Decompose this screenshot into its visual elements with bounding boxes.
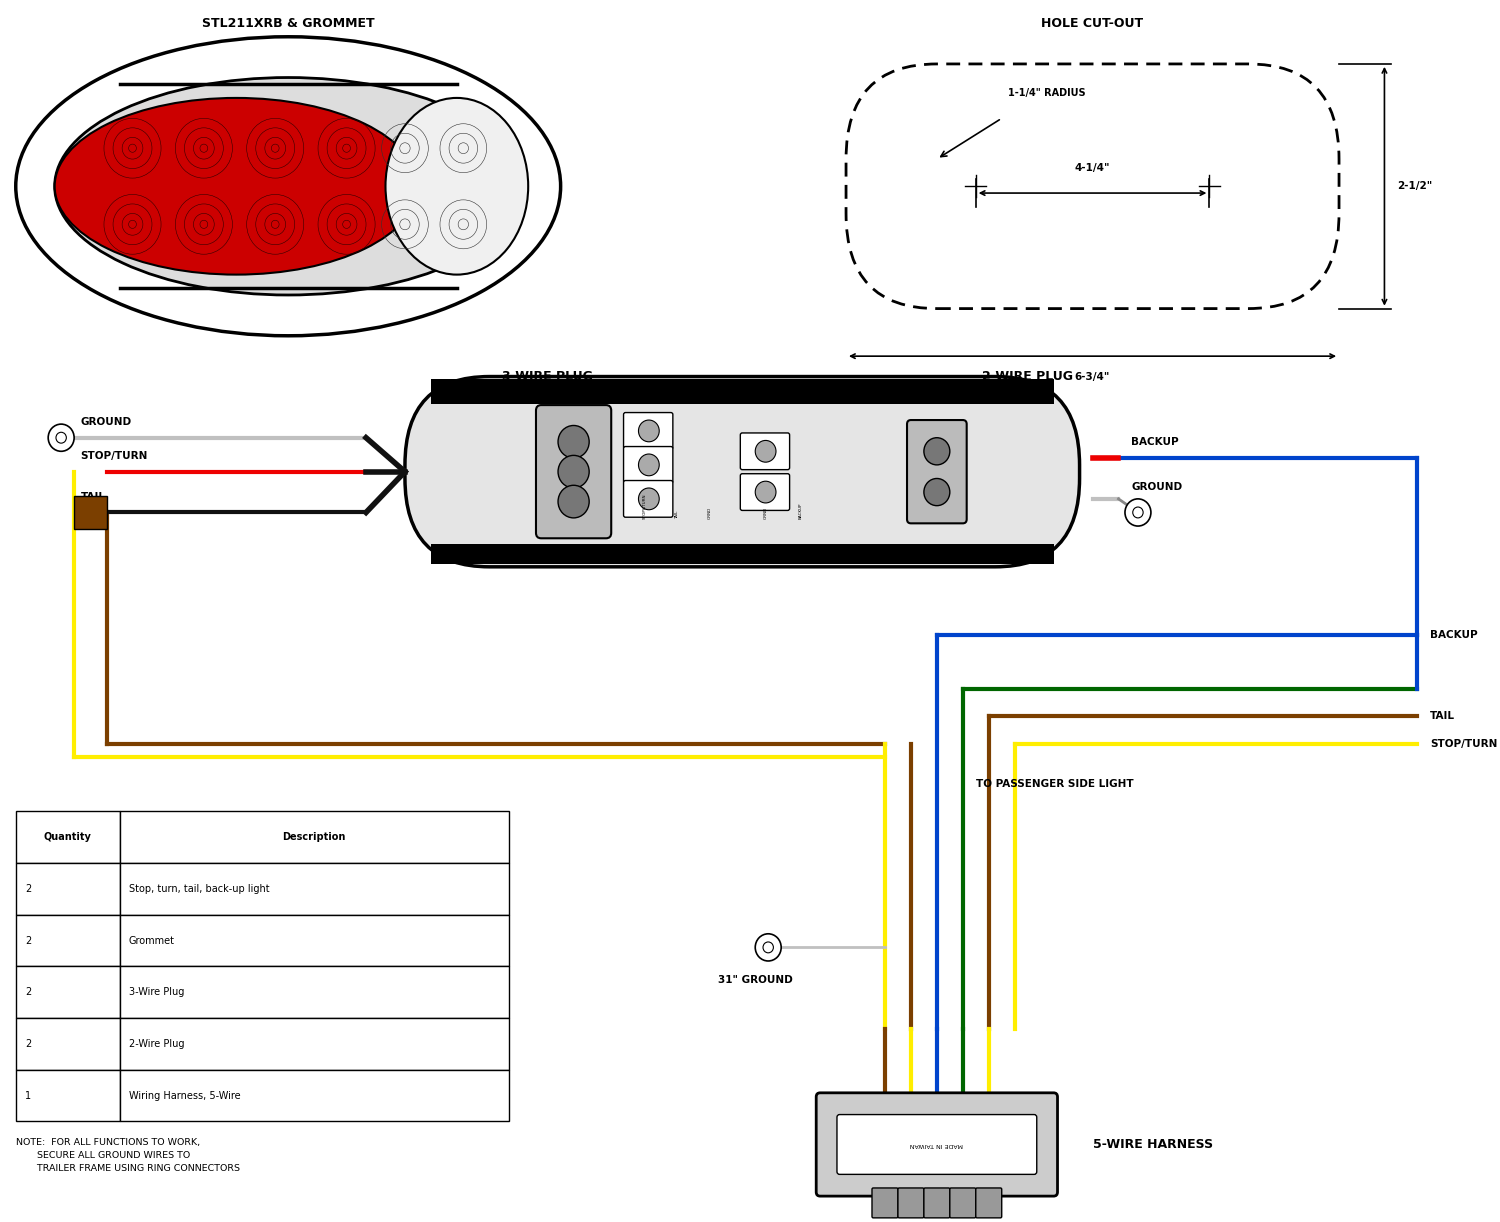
Text: STOP/TURN: STOP/TURN — [1430, 738, 1497, 749]
Circle shape — [1125, 499, 1150, 525]
FancyBboxPatch shape — [405, 376, 1080, 567]
Ellipse shape — [386, 98, 528, 275]
FancyBboxPatch shape — [624, 446, 674, 483]
Circle shape — [639, 420, 658, 442]
FancyBboxPatch shape — [871, 1188, 898, 1218]
FancyBboxPatch shape — [536, 404, 610, 538]
Text: 1: 1 — [26, 1090, 32, 1101]
Bar — [120, 863, 508, 915]
Bar — [74, 496, 106, 529]
Ellipse shape — [54, 77, 522, 295]
Text: BACKUP: BACKUP — [1430, 629, 1478, 640]
FancyBboxPatch shape — [624, 480, 674, 517]
Text: Grommet: Grommet — [129, 936, 174, 946]
Text: 3-Wire Plug: 3-Wire Plug — [129, 987, 184, 997]
Text: TAIL: TAIL — [81, 491, 105, 501]
Text: Wiring Harness, 5-Wire: Wiring Harness, 5-Wire — [129, 1090, 240, 1101]
Text: 2: 2 — [26, 884, 32, 895]
Circle shape — [558, 485, 590, 518]
Circle shape — [639, 455, 658, 475]
Text: GROUND: GROUND — [1131, 481, 1182, 492]
FancyBboxPatch shape — [908, 420, 966, 523]
Circle shape — [558, 425, 590, 458]
Text: 3-WIRE PLUG: 3-WIRE PLUG — [503, 370, 592, 382]
Text: GRND: GRND — [764, 507, 768, 519]
Bar — [16, 967, 120, 1018]
Ellipse shape — [16, 37, 561, 336]
FancyBboxPatch shape — [741, 474, 789, 511]
Text: 2-1/2": 2-1/2" — [1398, 181, 1432, 192]
Text: Stop, turn, tail, back-up light: Stop, turn, tail, back-up light — [129, 884, 268, 895]
Text: NOTE:  FOR ALL FUNCTIONS TO WORK,
       SECURE ALL GROUND WIRES TO
       TRAIL: NOTE: FOR ALL FUNCTIONS TO WORK, SECURE … — [16, 1138, 240, 1173]
Text: 2: 2 — [26, 936, 32, 946]
Text: Description: Description — [282, 832, 346, 842]
Text: 6-3/4": 6-3/4" — [1076, 373, 1110, 382]
Bar — [120, 811, 508, 863]
Circle shape — [924, 479, 950, 506]
Text: 31" GROUND: 31" GROUND — [718, 975, 792, 985]
Bar — [120, 1018, 508, 1069]
Text: BACKUP: BACKUP — [1131, 437, 1179, 447]
Text: HOLE CUT-OUT: HOLE CUT-OUT — [1041, 17, 1143, 29]
Text: TAIL: TAIL — [1430, 711, 1455, 721]
Circle shape — [639, 488, 658, 510]
FancyBboxPatch shape — [741, 433, 789, 469]
Bar — [16, 1018, 120, 1069]
Text: 2: 2 — [26, 987, 32, 997]
FancyBboxPatch shape — [837, 1114, 1036, 1174]
Text: STOP&TURN: STOP&TURN — [644, 494, 646, 519]
Bar — [430, 544, 1053, 565]
Ellipse shape — [54, 98, 419, 275]
Text: STL211XRB & GROMMET: STL211XRB & GROMMET — [202, 17, 375, 29]
Text: 2-Wire Plug: 2-Wire Plug — [129, 1039, 184, 1048]
FancyBboxPatch shape — [950, 1188, 976, 1218]
Bar — [120, 967, 508, 1018]
Bar — [16, 863, 120, 915]
Text: TAIL: TAIL — [675, 511, 680, 519]
Circle shape — [1132, 507, 1143, 518]
Text: GROUND: GROUND — [81, 417, 132, 426]
Text: MADE IN TAIWAN: MADE IN TAIWAN — [910, 1143, 963, 1147]
FancyBboxPatch shape — [976, 1188, 1002, 1218]
Bar — [120, 1069, 508, 1122]
Bar — [430, 379, 1053, 403]
Circle shape — [754, 934, 782, 960]
Circle shape — [56, 433, 66, 444]
Text: 4-1/4": 4-1/4" — [1076, 163, 1110, 172]
Text: 2: 2 — [26, 1039, 32, 1048]
Circle shape — [754, 481, 776, 503]
Text: 1-1/4" RADIUS: 1-1/4" RADIUS — [1008, 88, 1086, 98]
Text: Quantity: Quantity — [44, 832, 92, 842]
Circle shape — [754, 440, 776, 462]
Circle shape — [924, 437, 950, 464]
Text: BACKUP: BACKUP — [798, 502, 802, 519]
Bar — [16, 1069, 120, 1122]
Bar — [16, 915, 120, 967]
Circle shape — [558, 456, 590, 488]
Text: 2-WIRE PLUG: 2-WIRE PLUG — [982, 370, 1072, 382]
Text: TO PASSENGER SIDE LIGHT: TO PASSENGER SIDE LIGHT — [976, 780, 1134, 789]
Text: GRND: GRND — [708, 507, 712, 519]
Bar — [120, 915, 508, 967]
FancyBboxPatch shape — [898, 1188, 924, 1218]
Bar — [16, 811, 120, 863]
Text: 5-WIRE HARNESS: 5-WIRE HARNESS — [1092, 1138, 1212, 1151]
FancyBboxPatch shape — [924, 1188, 950, 1218]
Circle shape — [764, 942, 774, 953]
FancyBboxPatch shape — [624, 413, 674, 450]
FancyBboxPatch shape — [816, 1092, 1058, 1196]
Circle shape — [48, 424, 74, 451]
Text: STOP/TURN: STOP/TURN — [81, 451, 148, 461]
